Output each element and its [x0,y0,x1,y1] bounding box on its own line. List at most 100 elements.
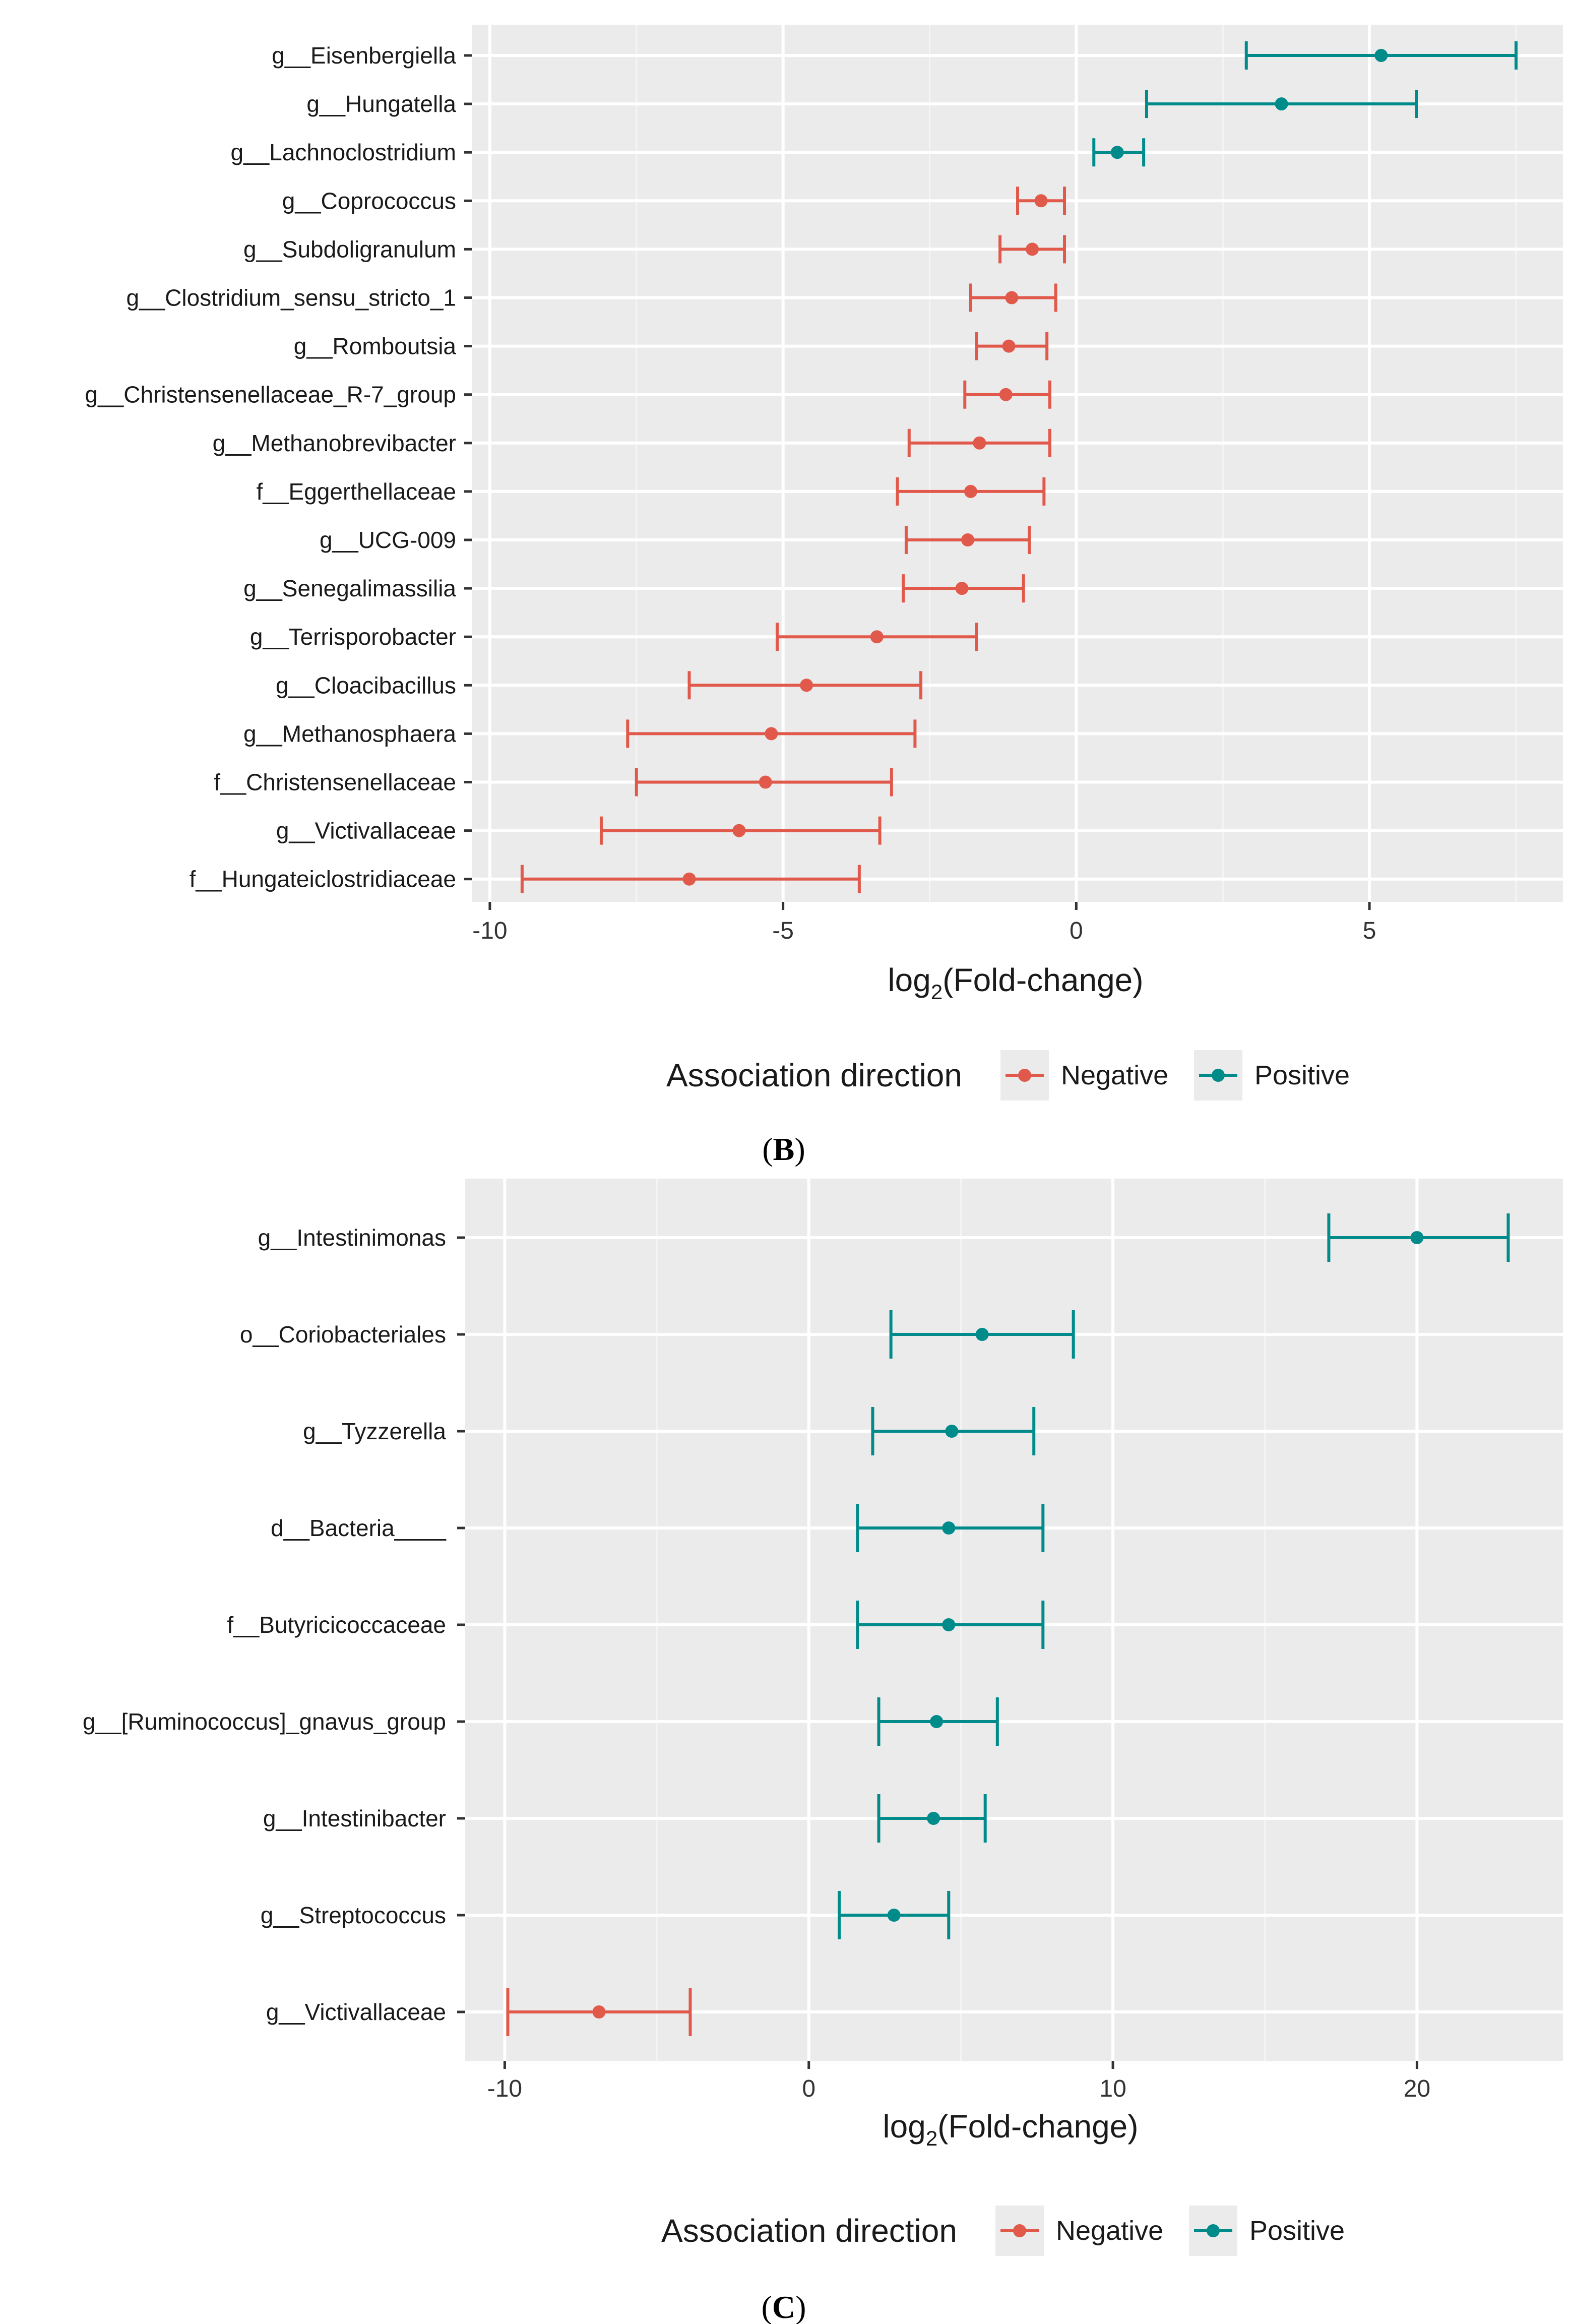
data-row [1244,41,1518,70]
y-tick-label: g__Tyzzerella [303,1418,446,1444]
legend-label: Positive [1254,1060,1350,1090]
data-row [1327,1213,1510,1262]
forest-plot-b: g__Eisenbergiella g__Hungatella g__Lachnoc… [85,25,1563,1167]
y-tick-label: g__Methanobrevibacter [213,430,456,456]
point-estimate [759,775,772,789]
data-row [969,283,1057,312]
y-tick-label: g__Terrisporobacter [250,624,456,650]
point-estimate [1005,291,1019,304]
y-tick-label: g__Subdoligranulum [243,236,456,262]
data-row [626,719,917,748]
data-row [975,332,1049,360]
point-estimate [1026,242,1039,256]
y-tick-label: f__Christensenellaceae [214,769,456,796]
y-tick-label: o__Coriobacteriales [240,1321,446,1348]
panel-label: (B) [762,1131,805,1167]
point-estimate [765,727,778,741]
panel-label-close: ) [795,2289,806,2324]
data-row [506,1988,692,2036]
legend-item-negative: Negative [1000,1050,1168,1100]
x-tick-label: -10 [472,918,507,944]
y-tick-label: g__Lachnoclostridium [231,139,457,165]
x-tick-label: 20 [1404,2075,1430,2102]
data-row [838,1891,951,1939]
y-tick-label: g__Intestinibacter [263,1805,446,1831]
y-tick-label: f__Eggerthellaceae [257,478,456,505]
point-estimate [945,1425,959,1438]
y-tick-label: g__Coprococcus [282,188,456,214]
data-row [889,1310,1075,1359]
legend: Association direction Negative Positive [661,2206,1345,2256]
data-row [998,235,1066,264]
legend-item-negative: Negative [995,2206,1163,2256]
panel-label-letter: B [773,1131,795,1167]
data-row [907,429,1051,457]
y-tick-label: g__Romboutsia [294,333,457,359]
x-axis-label: log2(Fold-change) [883,2108,1138,2150]
legend-label: Negative [1056,2216,1163,2246]
panel-label-open: ( [762,2289,772,2324]
y-tick-label: f__Butyricicoccaceae [227,1612,446,1638]
panel-label-open: ( [762,1131,773,1167]
point-estimate [1034,194,1048,208]
y-tick-label: g__Methanosphaera [243,720,456,747]
x-axis-label-rest: (Fold-change) [943,962,1143,998]
data-row [1016,187,1066,215]
y-tick-label: f__Hungateiclostridiaceae [190,866,456,892]
legend-title: Association direction [666,1057,962,1093]
plot-panel-background [472,25,1563,902]
point-estimate [800,679,813,692]
y-tick-label: d__Bacteria____ [271,1515,447,1541]
legend-key-point [1207,2224,1220,2237]
y-tick-label: g__Streptococcus [261,1902,446,1928]
data-row [1092,138,1146,167]
y-tick-label: g__UCG-009 [320,527,456,553]
point-estimate [682,872,696,886]
y-tick-label: g__[Ruminococcus]_gnavus_group [83,1708,446,1735]
point-estimate [930,1715,944,1728]
x-axis-label-log: log [883,2108,925,2145]
data-row [775,623,978,651]
y-tick-label: g__Victivallaceae [266,1999,446,2025]
x-axis-label-subscript: 2 [926,2126,937,2150]
panel-label: (C) [762,2289,806,2324]
point-estimate [942,1618,956,1631]
x-axis-label-subscript: 2 [931,980,943,1004]
data-row [599,816,882,845]
x-tick-label: 0 [1070,918,1083,944]
y-tick-label: g__Victivallaceae [276,818,456,844]
data-row [871,1407,1036,1455]
data-row [856,1601,1045,1649]
data-row [856,1504,1045,1552]
legend-item-positive: Positive [1194,1050,1350,1100]
legend-title: Association direction [661,2213,957,2249]
point-estimate [975,1328,989,1341]
y-tick-label: g__Cloacibacillus [276,672,456,698]
point-estimate [592,2005,606,2019]
y-tick-label: g__Clostridium_sensu_stricto_1 [126,285,456,311]
y-tick-label: g__Senegalimassilia [243,575,456,601]
x-tick-label: 0 [802,2075,815,2102]
data-row [902,574,1025,603]
x-axis-label-log: log [888,962,930,998]
point-estimate [732,824,746,837]
data-row [1145,90,1418,118]
legend-key-point [1212,1069,1225,1082]
panel-label-close: ) [794,1131,805,1167]
data-row [520,865,861,893]
data-row [896,477,1046,506]
data-row [687,671,923,700]
legend-label: Positive [1249,2216,1345,2246]
data-row [904,526,1031,554]
data-row [877,1697,999,1746]
point-estimate [887,1909,901,1922]
y-tick-label: g__Intestinimonas [258,1225,446,1251]
point-estimate [870,630,884,644]
point-estimate [955,582,969,595]
x-tick-label: 10 [1099,2075,1126,2102]
point-estimate [964,484,977,498]
point-estimate [1410,1231,1424,1244]
point-estimate [942,1521,956,1535]
x-tick-label: 5 [1363,918,1376,944]
